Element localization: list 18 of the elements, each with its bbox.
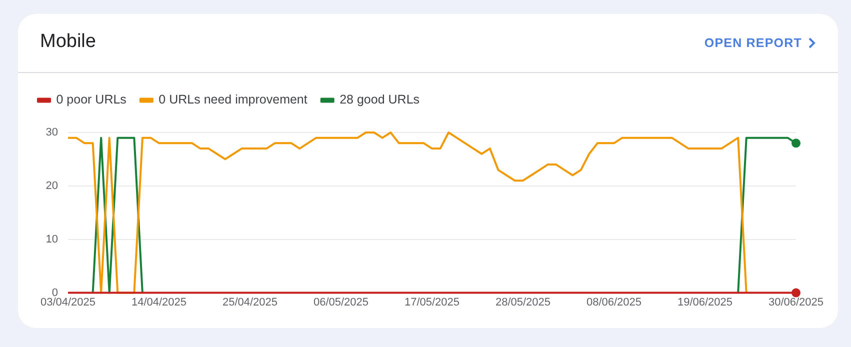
x-tick-label: 08/06/2025 xyxy=(586,296,642,308)
y-tick-label: 0 xyxy=(52,286,58,299)
x-tick-label: 17/05/2025 xyxy=(404,296,460,308)
text: OPEN REPORT xyxy=(704,36,802,50)
x-tick-label: 28/05/2025 xyxy=(495,296,551,308)
x-tick-label: 25/04/2025 xyxy=(222,296,278,308)
chart-title: Mobile xyxy=(40,31,96,53)
x-tick-label: 06/05/2025 xyxy=(313,296,369,308)
x-tick-label: 14/04/2025 xyxy=(131,296,187,308)
x-tick-label: 03/04/2025 xyxy=(40,296,96,308)
x-tick-label: 30/06/2025 xyxy=(768,296,824,308)
legend-label: 0 URLs need improvement xyxy=(158,92,308,107)
legend-label: 28 good URLs xyxy=(340,92,420,107)
x-tick-label: 19/06/2025 xyxy=(677,296,733,308)
legend-label: 0 poor URLs xyxy=(56,92,126,107)
y-tick-label: 30 xyxy=(46,126,58,139)
y-tick-label: 20 xyxy=(46,180,58,192)
y-tick-label: 10 xyxy=(46,233,58,246)
